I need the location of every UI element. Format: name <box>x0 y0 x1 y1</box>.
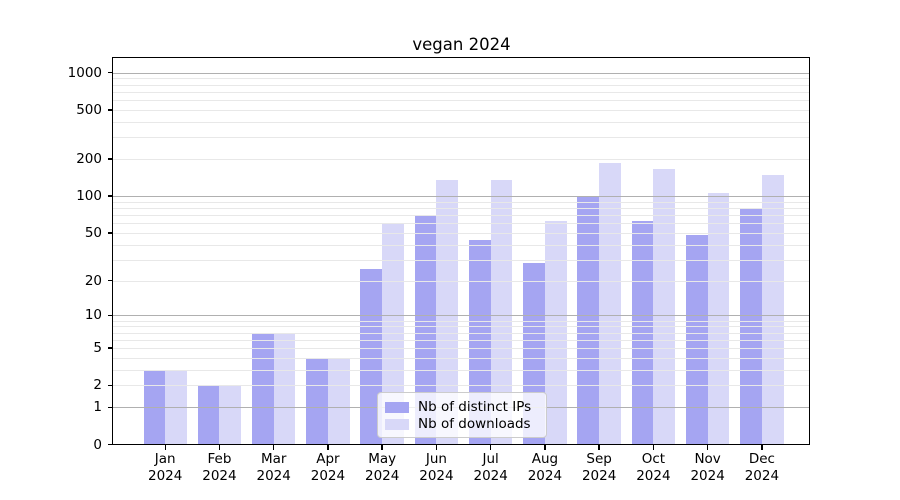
minor-gridline-50 <box>113 232 810 234</box>
y-tick-label-10: 10 <box>84 307 102 324</box>
y-tick-1 <box>108 406 113 408</box>
y-tick-label-500: 500 <box>76 101 102 118</box>
x-tick-Nov-2024 <box>706 445 709 450</box>
x-tick-Apr-2024 <box>327 445 329 450</box>
y-tick-label-0: 0 <box>93 436 102 453</box>
y-tick-label-1000: 1000 <box>67 64 102 81</box>
x-tick-Jul-2024 <box>489 445 492 450</box>
bar-ips-Apr-2024 <box>306 357 328 445</box>
minor-gridline-60 <box>113 223 810 225</box>
x-tick-label-Nov-2024: Nov 2024 <box>690 451 725 484</box>
bar-ips-Sep-2024 <box>577 196 600 445</box>
x-tick-label-Dec-2024: Dec 2024 <box>744 451 780 484</box>
minor-gridline-600 <box>113 100 810 102</box>
minor-gridline-8 <box>113 326 810 328</box>
x-tick-label-Apr-2024: Apr 2024 <box>310 451 346 484</box>
minor-gridline-30 <box>113 259 810 261</box>
bar-downloads-Oct-2024 <box>653 168 676 445</box>
minor-gridline-800 <box>113 84 810 86</box>
x-tick-Sep-2024 <box>598 445 600 450</box>
x-tick-label-Sep-2024: Sep 2024 <box>581 451 617 484</box>
legend: Nb of distinct IPs Nb of downloads <box>377 392 547 438</box>
y-tick-label-100: 100 <box>76 188 102 205</box>
bar-ips-Feb-2024 <box>197 385 220 445</box>
major-gridline-100 <box>113 196 810 198</box>
major-gridline-1000 <box>113 72 810 74</box>
bar-downloads-Sep-2024 <box>599 162 621 445</box>
y-tick-100 <box>108 195 113 197</box>
bar-downloads-Jun-2024 <box>436 179 459 445</box>
y-tick-5 <box>108 347 113 349</box>
legend-item-distinct-ips: Nb of distinct IPs <box>385 399 537 415</box>
bar-downloads-Jul-2024 <box>490 179 513 445</box>
x-tick-label-Jul-2024: Jul 2024 <box>473 451 508 484</box>
y-tick-20 <box>108 279 113 282</box>
x-tick-label-Jun-2024: Jun 2024 <box>419 451 454 484</box>
x-tick-label-Feb-2024: Feb 2024 <box>202 451 237 484</box>
legend-swatch-distinct-ips <box>385 401 409 413</box>
minor-gridline-3 <box>113 369 810 371</box>
x-tick-May-2024 <box>381 445 383 450</box>
x-tick-label-Mar-2024: Mar 2024 <box>256 451 291 484</box>
y-tick-500 <box>108 109 113 111</box>
x-tick-Aug-2024 <box>544 445 546 450</box>
minor-gridline-900 <box>113 78 810 80</box>
y-tick-label-2: 2 <box>93 377 102 394</box>
minor-gridline-9 <box>113 320 810 322</box>
minor-gridline-5 <box>113 348 810 350</box>
y-tick-0 <box>108 443 113 446</box>
y-tick-10 <box>108 314 113 317</box>
minor-gridline-2 <box>113 385 810 387</box>
y-tick-2 <box>108 384 113 387</box>
minor-gridline-6 <box>113 339 810 341</box>
legend-swatch-downloads <box>385 418 409 430</box>
minor-gridline-90 <box>113 201 810 203</box>
minor-gridline-7 <box>113 332 810 334</box>
y-tick-50 <box>108 232 113 234</box>
bar-ips-Jun-2024 <box>414 215 437 445</box>
bar-ips-Mar-2024 <box>251 332 274 445</box>
y-tick-label-1: 1 <box>93 399 102 416</box>
bar-downloads-Nov-2024 <box>707 193 730 445</box>
minor-gridline-80 <box>113 208 810 210</box>
minor-gridline-500 <box>113 109 810 111</box>
x-tick-label-Oct-2024: Oct 2024 <box>636 451 671 484</box>
bar-ips-May-2024 <box>360 269 383 445</box>
legend-label-distinct-ips: Nb of distinct IPs <box>418 399 532 415</box>
chart-title: vegan 2024 <box>412 35 511 54</box>
x-tick-Dec-2024 <box>761 445 763 450</box>
y-tick-label-20: 20 <box>84 272 102 289</box>
minor-gridline-300 <box>113 137 810 139</box>
y-tick-1000 <box>108 72 113 74</box>
bar-downloads-Feb-2024 <box>219 385 242 445</box>
x-tick-Mar-2024 <box>272 445 275 450</box>
major-gridline-10 <box>113 315 810 317</box>
x-tick-label-Aug-2024: Aug 2024 <box>527 451 563 484</box>
minor-gridline-200 <box>113 159 810 161</box>
minor-gridline-20 <box>113 280 810 282</box>
legend-label-downloads: Nb of downloads <box>418 416 531 432</box>
x-tick-Feb-2024 <box>218 445 221 450</box>
minor-gridline-700 <box>113 91 810 93</box>
bar-downloads-Mar-2024 <box>273 332 296 445</box>
y-tick-label-5: 5 <box>93 340 102 357</box>
y-tick-label-50: 50 <box>84 224 102 241</box>
bar-downloads-Dec-2024 <box>761 174 784 445</box>
x-tick-label-Jan-2024: Jan 2024 <box>148 451 183 484</box>
bar-downloads-May-2024 <box>382 223 404 445</box>
x-tick-Jun-2024 <box>435 445 438 450</box>
minor-gridline-40 <box>113 244 810 246</box>
x-tick-Jan-2024 <box>164 445 166 450</box>
bar-ips-Dec-2024 <box>740 208 762 445</box>
y-tick-200 <box>108 158 113 160</box>
x-tick-label-May-2024: May 2024 <box>364 451 400 484</box>
minor-gridline-70 <box>113 215 810 217</box>
minor-gridline-400 <box>113 121 810 123</box>
x-tick-Oct-2024 <box>652 445 655 450</box>
bar-downloads-Apr-2024 <box>327 357 350 445</box>
y-tick-label-200: 200 <box>76 151 102 168</box>
minor-gridline-4 <box>113 357 810 359</box>
legend-item-downloads: Nb of downloads <box>385 416 537 432</box>
